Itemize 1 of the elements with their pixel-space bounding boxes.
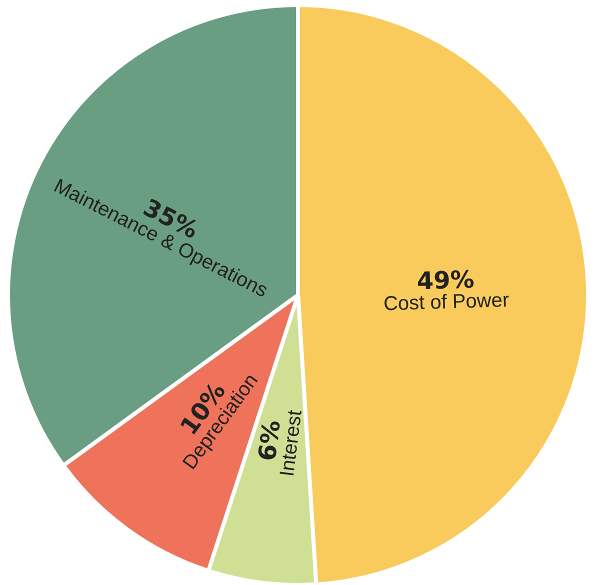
slice-label: Cost of Power <box>383 289 510 316</box>
